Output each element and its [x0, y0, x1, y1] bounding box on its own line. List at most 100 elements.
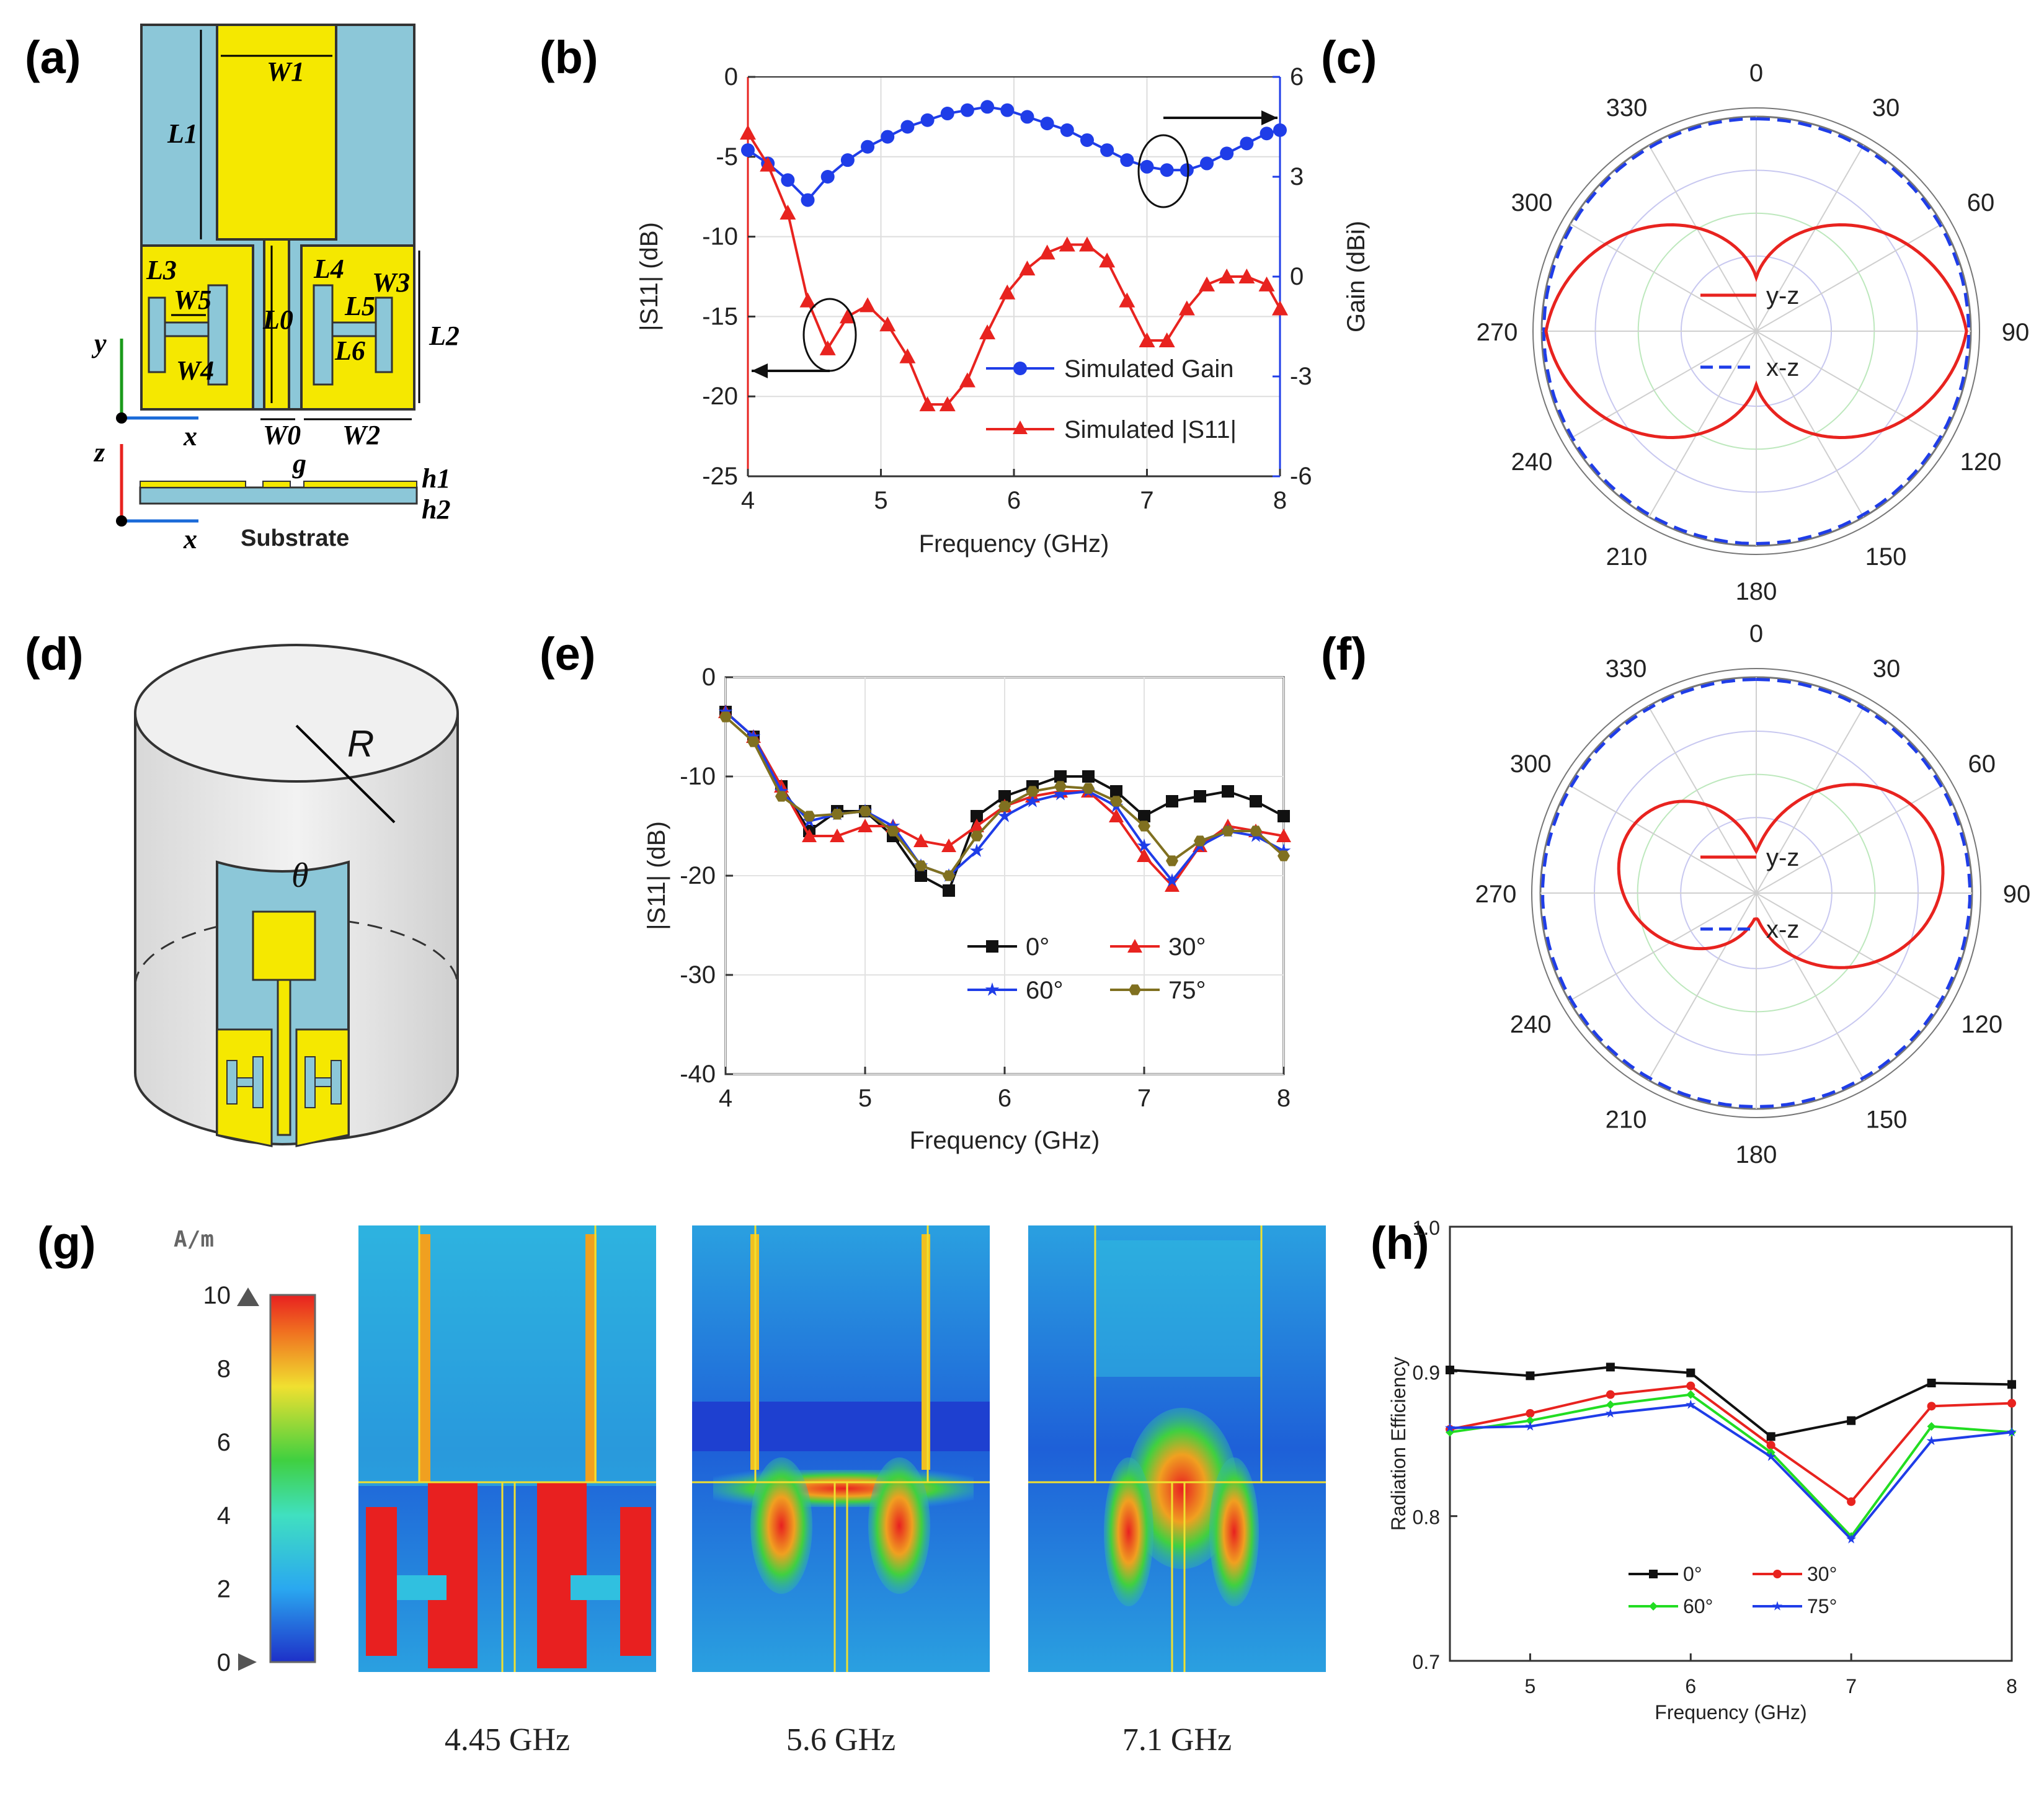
chart-e: 4 5 6 7 8 0 -10 -20 -30 -40 Frequency (GHz) |S11|…: [643, 664, 1291, 1154]
e-point-0-18: [1222, 785, 1234, 798]
h-series-line-0: [1449, 1366, 2012, 1438]
e-xtick-4: 8: [1277, 1085, 1291, 1112]
b-ytick-3: -15: [702, 303, 738, 330]
b-point-1-19: [1119, 292, 1135, 308]
polar-c-angle-tick-11: 330: [1606, 94, 1648, 122]
b-xtick-0: 4: [741, 487, 755, 514]
h-xtick-3: 8: [2006, 1675, 2017, 1697]
polar-f-yz-pattern: [1617, 783, 1945, 969]
current-map-7-1: [1028, 1225, 1326, 1672]
chart-b: 4 5 6 7 8 0 -5 -10 -15 -20 -25 6 3 0 -3 -6 Frequency (G…: [636, 63, 1370, 558]
b-legend: Simulated Gain Simulated |S11|: [986, 355, 1237, 443]
axis-x2-label: x: [183, 524, 197, 554]
map-caption-1: 4.45 GHz: [445, 1722, 570, 1758]
h-point-0-4: [1766, 1432, 1775, 1441]
axis-z-label: z: [93, 437, 105, 468]
h-point-3-7: [2007, 1426, 2017, 1437]
b-point-0-0: [741, 143, 755, 158]
b-point-0-27: [1273, 123, 1287, 137]
h-legend-marker-2: [1649, 1602, 1658, 1611]
e-xlabel: Frequency (GHz): [910, 1127, 1100, 1154]
e-point-3-19: [1250, 825, 1262, 837]
e-point-0-13: [1082, 770, 1095, 783]
b-point-0-10: [940, 107, 954, 121]
cylinder-top: [134, 644, 459, 783]
h-legend: 0° 30° 60° 75°: [1629, 1563, 1837, 1617]
e-point-2-11: [1025, 794, 1040, 807]
panel-label-f: (f): [1321, 628, 1367, 680]
label-g: g: [292, 448, 306, 479]
b-point-1-11: [959, 372, 975, 388]
substrate-label: Substrate: [241, 525, 349, 551]
polar-c-yz-pattern: [1544, 223, 1968, 439]
h-point-3-4: [1766, 1451, 1776, 1461]
b-ytick-2: -10: [702, 223, 738, 251]
panel-label-g: (g): [37, 1217, 96, 1269]
e-ytick-4: -40: [680, 1061, 716, 1088]
map-caption-2: 5.6 GHz: [786, 1722, 895, 1758]
b-xtick-1: 5: [874, 487, 887, 514]
right-h-slot: [313, 284, 393, 386]
h-point-0-0: [1446, 1366, 1454, 1374]
h-series-line-2: [1449, 1393, 2012, 1539]
label-W1: W1: [267, 56, 304, 87]
polar-f-angle-tick-8: 240: [1510, 1011, 1552, 1038]
b-series-line-0: [747, 105, 1281, 202]
colorbar: A/m 0 2 4 6 8 10: [174, 1227, 316, 1676]
b-point-1-10: [939, 396, 956, 412]
map-caption-3: 7.1 GHz: [1122, 1722, 1232, 1758]
b-point-0-25: [1240, 136, 1254, 151]
e-point-0-9: [971, 810, 983, 822]
colorbar-tick-2: 4: [217, 1502, 231, 1529]
polar-c-angle-tick-8: 240: [1511, 448, 1553, 476]
polar-f-angle-tick-6: 180: [1736, 1141, 1777, 1168]
e-point-3-16: [1166, 855, 1178, 866]
e-point-0-7: [915, 869, 927, 882]
e-point-0-19: [1250, 795, 1262, 807]
b-point-0-18: [1100, 143, 1114, 158]
h-point-3-3: [1686, 1399, 1696, 1409]
b-point-0-15: [1040, 117, 1054, 131]
panel-labels: (a) (b) (c) (d) (e) (f) (g) (h): [25, 32, 1429, 1269]
e-point-1-3: [802, 829, 817, 842]
e-point-3-15: [1138, 820, 1150, 832]
h-point-3-6: [1926, 1435, 1937, 1446]
polar-c-angle-tick-10: 300: [1511, 189, 1553, 216]
left-h-slot: [148, 284, 228, 386]
substrate-side: [139, 486, 418, 505]
e-point-2-15: [1137, 838, 1152, 852]
polar-chart-f: 0 30 60 90 120 150 180 210 240 270 300 330 y-z x-z: [1475, 620, 2031, 1168]
radiating-patch: [216, 24, 337, 241]
e-xtick-3: 7: [1137, 1085, 1151, 1112]
polar-f-legend-xz: x-z: [1766, 916, 1799, 943]
e-legend-label-1: 30°: [1168, 933, 1206, 961]
b-series-line-1: [747, 132, 1281, 406]
e-point-0-8: [943, 884, 955, 897]
chart-h: 5 6 7 8 0.7 0.8 0.9 1.0 Frequency (GHz) Radiati…: [1387, 1217, 2017, 1723]
label-W5: W5: [174, 285, 211, 315]
label-h1: h1: [422, 463, 450, 494]
radius-arrow: [295, 724, 396, 824]
b-point-0-22: [1180, 163, 1194, 177]
b-point-0-6: [861, 140, 875, 154]
b-ytick-0: 0: [724, 63, 738, 91]
b-point-0-2: [781, 173, 795, 187]
e-legend-marker-2: [985, 982, 1000, 996]
e-point-1-4: [830, 829, 845, 842]
label-L0: L0: [262, 305, 293, 335]
e-point-0-20: [1278, 810, 1290, 822]
b-ytick-1: -5: [716, 143, 738, 171]
b-ylabel: |S11| (dB): [636, 222, 663, 331]
e-point-0-10: [998, 790, 1011, 803]
label-W0: W0: [263, 420, 301, 450]
e-point-2-12: [1053, 786, 1068, 801]
h-point-3-1: [1525, 1421, 1535, 1431]
h-series-line-3: [1449, 1403, 2012, 1542]
panel-label-h: (h): [1371, 1217, 1429, 1269]
b-point-1-9: [919, 396, 936, 412]
panel-label-d: (d): [25, 628, 84, 680]
label-L4: L4: [313, 254, 344, 284]
e-point-1-9: [969, 819, 984, 832]
b-point-1-7: [879, 316, 896, 332]
h-point-1-2: [1606, 1390, 1615, 1399]
